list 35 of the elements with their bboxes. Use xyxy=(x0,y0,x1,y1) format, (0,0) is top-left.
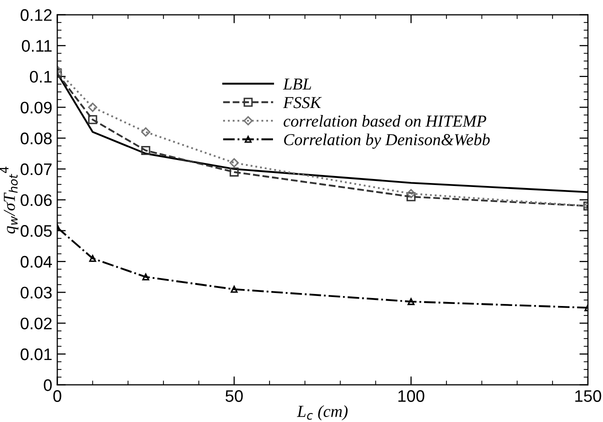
legend-label: Correlation by Denison&Webb xyxy=(284,134,490,149)
point xyxy=(406,189,416,198)
point xyxy=(141,146,150,155)
y-tick-label: 0.03 xyxy=(20,286,52,299)
y-axis-title: q$_{w}$/σT$_{hot}$$^{4}$ xyxy=(0,166,18,234)
y-tick-label: 0.06 xyxy=(20,194,52,206)
x-tick-label: 50 xyxy=(226,390,243,402)
y-tick-label: 0.02 xyxy=(20,318,52,330)
legend-label: FSSK xyxy=(283,97,322,108)
legend-label: correlation based on HITEMP xyxy=(284,115,486,127)
y-tick-label: 0.09 xyxy=(20,102,52,114)
point xyxy=(89,254,96,262)
y-tick-label: 0.08 xyxy=(20,132,52,144)
point xyxy=(88,102,98,112)
y-tick-label: 0 xyxy=(44,379,52,392)
y-tick-label: 0.01 xyxy=(20,348,52,360)
point xyxy=(408,298,415,306)
y-tick-label: 0.05 xyxy=(20,225,52,237)
y-tick-label: 0.1 xyxy=(30,70,52,83)
x-tick-label: 100 xyxy=(398,390,424,402)
point xyxy=(406,192,416,202)
point xyxy=(230,168,239,177)
point xyxy=(230,286,238,293)
point xyxy=(88,115,98,124)
y-tick-label: 0.12 xyxy=(20,9,52,21)
y-tick-label: 0.11 xyxy=(22,40,52,52)
point xyxy=(230,158,239,168)
point xyxy=(142,273,150,280)
point xyxy=(141,127,150,137)
y-tick-label: 0.07 xyxy=(20,163,52,176)
legend-label: LBL xyxy=(282,78,312,90)
x-axis-title: L$_{c}$ (cm) xyxy=(296,405,348,420)
x-tick-label: 150 xyxy=(575,390,602,402)
y-tick-label: 0.04 xyxy=(20,256,52,268)
x-tick-label: 0 xyxy=(53,390,62,402)
